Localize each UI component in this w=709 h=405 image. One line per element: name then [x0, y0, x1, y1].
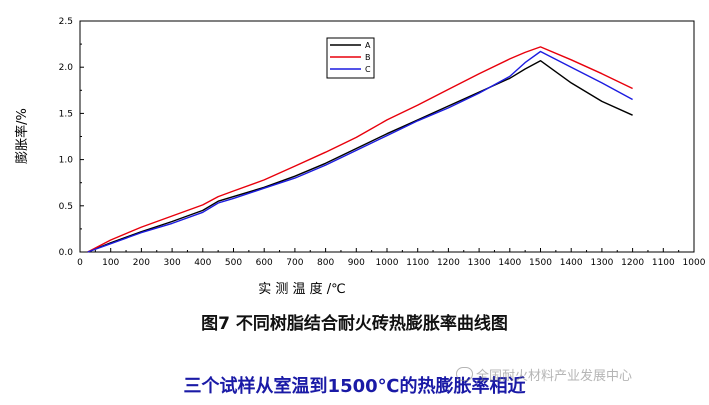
legend-label-B: B — [365, 53, 371, 62]
y-axis-title: 膨胀率/% — [14, 108, 30, 164]
x-tick-label: 1500 — [529, 258, 552, 268]
x-axis-title: 实 测 温 度 /℃ — [258, 281, 346, 297]
watermark: 全国耐火材料产业发展中心 — [456, 365, 632, 384]
plot-frame — [79, 20, 695, 253]
x-tick-label: 1300 — [590, 258, 613, 268]
x-tick-label: 1200 — [437, 258, 460, 268]
x-tick-label: 1000 — [683, 258, 706, 268]
series-line-A — [87, 60, 633, 253]
y-tick-label: 1.0 — [59, 156, 74, 166]
x-tick-label: 1300 — [468, 258, 491, 268]
x-tick-label: 1200 — [621, 258, 644, 268]
series-group — [87, 46, 633, 253]
x-tick-label: 400 — [194, 258, 211, 268]
caption: 三个试样从室温到1500℃的热膨胀率相近 — [183, 376, 526, 397]
y-axis-ticks: 0.0 0.5 1.0 1.5 2.0 2.5 — [59, 17, 84, 258]
series-line-B — [87, 46, 633, 253]
watermark-text: 全国耐火材料产业发展中心 — [476, 369, 633, 384]
x-tick-label: 1400 — [498, 258, 521, 268]
y-tick-label: 0.5 — [59, 202, 73, 212]
x-tick-label: 1400 — [560, 258, 583, 268]
x-tick-label: 1100 — [652, 258, 675, 268]
figure-title: 图7 不同树脂结合耐火砖热膨胀率曲线图 — [201, 314, 508, 334]
x-tick-label: 300 — [164, 258, 181, 268]
chart-axes — [79, 20, 695, 253]
x-axis-ticks: 0 100 200 300 400 500 600 700 800 900 1000 1100 1200… — [77, 248, 706, 268]
wechat-icon — [456, 367, 473, 381]
x-tick-label: 0 — [77, 258, 83, 268]
x-tick-label: 600 — [256, 258, 273, 268]
x-tick-label: 500 — [225, 258, 242, 268]
x-tick-label: 700 — [286, 258, 303, 268]
y-tick-label: 2.0 — [59, 63, 74, 73]
series-line-C — [87, 50, 633, 253]
y-tick-label: 0.0 — [59, 248, 74, 258]
legend-label-A: A — [365, 41, 371, 50]
y-tick-label: 1.5 — [59, 109, 73, 119]
thermal-expansion-chart: 0.0 0.5 1.0 1.5 2.0 2.5 0 100 200 300 400 500 600 70… — [14, 17, 706, 297]
x-tick-label: 900 — [348, 258, 365, 268]
x-tick-label: 1100 — [406, 258, 429, 268]
x-tick-label: 800 — [317, 258, 334, 268]
legend-label-C: C — [365, 65, 371, 74]
x-tick-label: 1000 — [376, 258, 399, 268]
legend: ABC — [326, 37, 375, 79]
y-tick-label: 2.5 — [59, 17, 73, 27]
x-tick-label: 100 — [102, 258, 119, 268]
x-tick-label: 200 — [133, 258, 150, 268]
